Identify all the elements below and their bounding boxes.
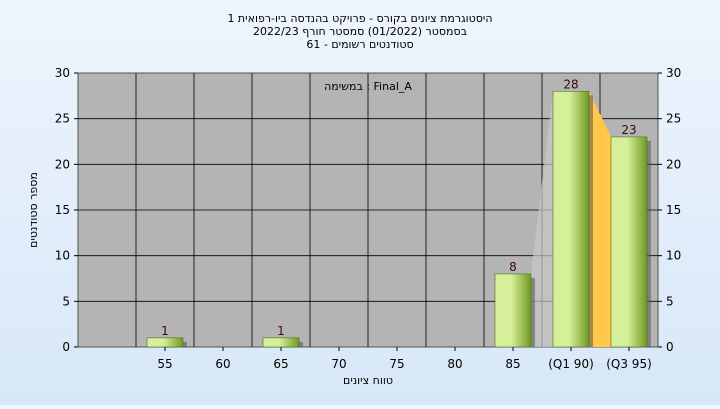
x-tick-label: (Q1 90) bbox=[548, 357, 594, 371]
iqr-band bbox=[589, 91, 611, 348]
data-label: 8 bbox=[509, 260, 517, 274]
y-tick-label-left: 30 bbox=[55, 66, 70, 80]
y-tick-label-right: 25 bbox=[666, 112, 681, 126]
y-tick-label-right: 0 bbox=[666, 340, 674, 354]
chart-title-line-3: סטודנטים רשומים - 61 bbox=[306, 38, 413, 51]
x-tick-label: 70 bbox=[331, 357, 346, 371]
bar bbox=[146, 337, 184, 348]
chart-title-line-1: היסטוגרמת ציונים בקורס - פרויקט בהנדסה ב… bbox=[227, 12, 492, 25]
x-tick-label: 80 bbox=[447, 357, 462, 371]
data-label: 23 bbox=[621, 123, 636, 137]
y-tick-label-right: 20 bbox=[666, 157, 681, 171]
data-label: 28 bbox=[563, 77, 578, 91]
x-tick-label: 55 bbox=[157, 357, 172, 371]
data-label: 1 bbox=[161, 324, 169, 338]
data-label-layer: 1 1 8 28 23 bbox=[161, 77, 636, 338]
y-tick-label-left: 10 bbox=[55, 249, 70, 263]
data-label: 1 bbox=[277, 324, 285, 338]
y-tick-label-right: 5 bbox=[666, 294, 674, 308]
trend-shade bbox=[531, 91, 553, 348]
x-tick-label: (Q3 95) bbox=[606, 357, 652, 371]
bar bbox=[552, 90, 590, 348]
y-axis-label: מספר סטודנטים bbox=[27, 172, 40, 248]
y-tick-label-left: 5 bbox=[62, 294, 70, 308]
x-tick-label: 75 bbox=[389, 357, 404, 371]
chart-title-line-2: בסמסטר (01/2022) סמסטר חורף 2022/23 bbox=[253, 25, 467, 38]
y-tick-label-left: 25 bbox=[55, 112, 70, 126]
bar bbox=[494, 273, 532, 348]
bar bbox=[262, 337, 300, 348]
bar-layer bbox=[146, 90, 651, 348]
x-axis-label: טווח ציונים bbox=[343, 374, 393, 387]
y-tick-label-right: 15 bbox=[666, 203, 681, 217]
x-tick-label: 60 bbox=[215, 357, 230, 371]
bar bbox=[610, 136, 648, 348]
y-tick-label-right: 30 bbox=[666, 66, 681, 80]
y-tick-label-right: 10 bbox=[666, 249, 681, 263]
y-tick-label-left: 0 bbox=[62, 340, 70, 354]
y-tick-label-left: 20 bbox=[55, 157, 70, 171]
x-tick-label: 65 bbox=[273, 357, 288, 371]
x-tick-label: 85 bbox=[505, 357, 520, 371]
chart-annotation: במשימה : Final_A bbox=[324, 80, 412, 93]
iqr-band-layer bbox=[531, 91, 611, 348]
y-tick-label-left: 15 bbox=[55, 203, 70, 217]
